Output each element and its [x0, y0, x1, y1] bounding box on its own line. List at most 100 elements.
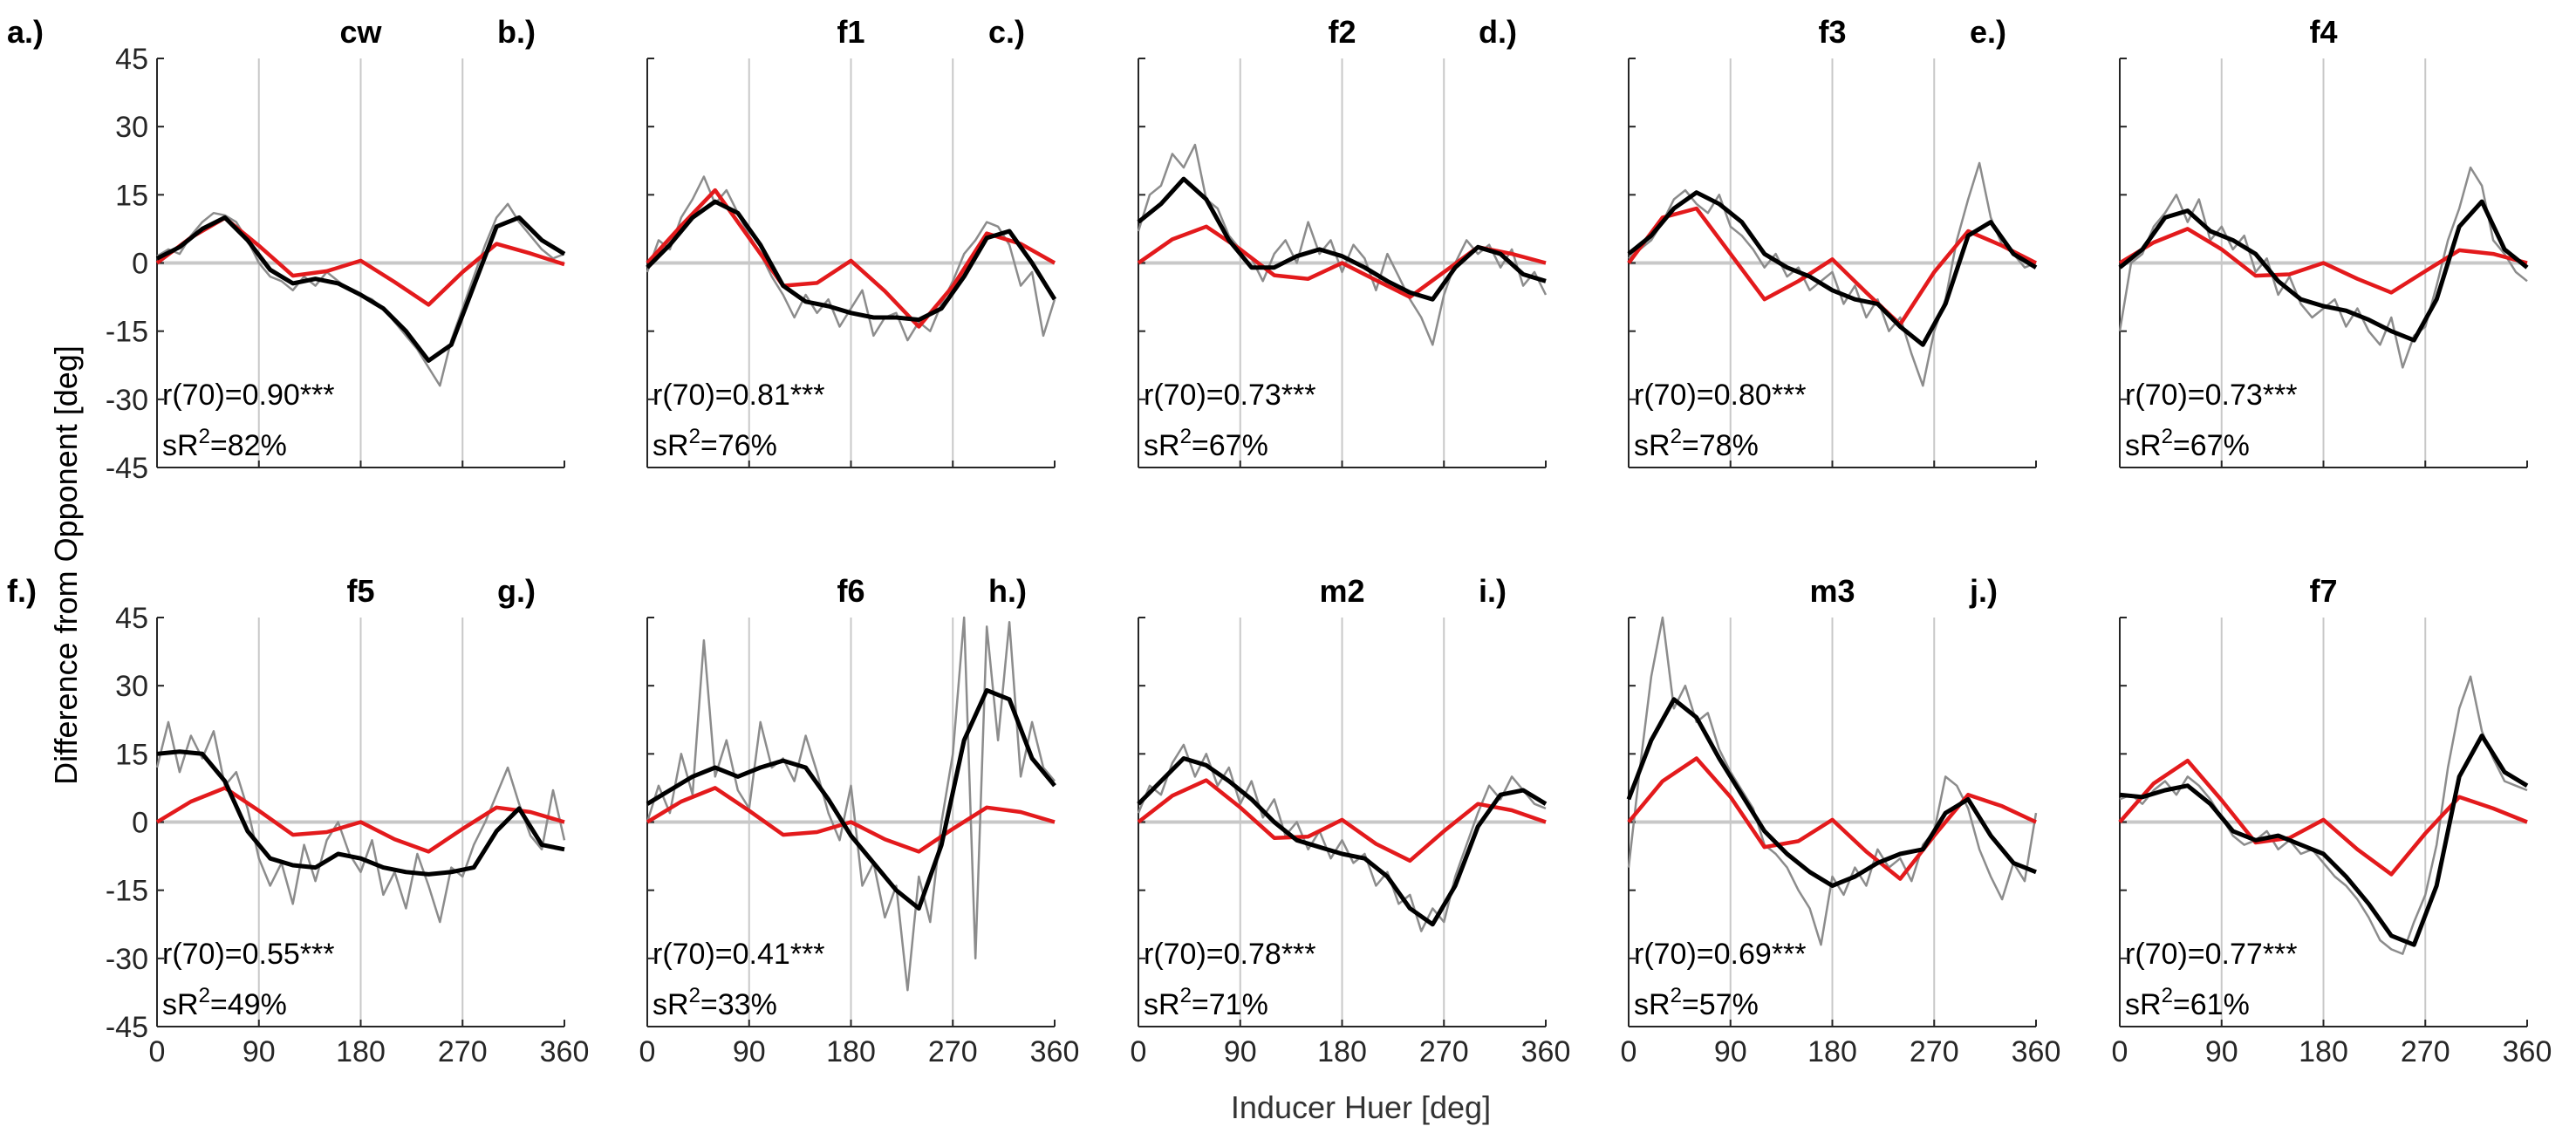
y-tick-label: -45	[106, 1011, 148, 1044]
y-tick-label: -45	[106, 452, 148, 485]
series-raw-line	[646, 616, 1056, 992]
series-raw-line	[1628, 161, 2037, 387]
series-model-line	[2118, 227, 2528, 295]
r-annotation: r(70)=0.90***	[162, 379, 335, 412]
y-tick-label: 15	[115, 179, 148, 212]
y-tick-label: -15	[106, 316, 148, 349]
x-tick-label: 0	[639, 1035, 656, 1068]
panel-f7: 0 90 180 270 360 f7 j.) r(70)=0.77*** sR2=61%	[1969, 573, 2552, 1068]
x-tick-label: 90	[243, 1035, 276, 1068]
series-model-line	[155, 786, 565, 854]
series-smooth-line	[1137, 176, 1547, 302]
series-model-line	[646, 786, 1056, 854]
series-smooth-line	[155, 215, 566, 363]
panel-title: f3	[1818, 14, 1846, 50]
x-tick-label: 360	[1521, 1035, 1571, 1068]
x-tick-label: 270	[1419, 1035, 1469, 1068]
y-tick-label: 15	[115, 738, 148, 771]
series-model-line	[1627, 206, 2038, 327]
x-tick-label: 180	[1807, 1035, 1857, 1068]
sr2-annotation: sR2=82%	[162, 425, 287, 462]
x-tick-label: 180	[336, 1035, 386, 1068]
panel-title: f6	[837, 573, 864, 609]
y-tick-label: 30	[115, 670, 148, 703]
r-annotation: r(70)=0.73***	[1144, 379, 1316, 412]
panel-label: f.)	[7, 573, 37, 609]
series-smooth-line	[1137, 756, 1548, 927]
series-model-line	[646, 188, 1056, 329]
y-tick-label: -15	[106, 875, 148, 908]
sr2-annotation: sR2=71%	[1144, 984, 1268, 1021]
x-tick-label: 180	[826, 1035, 876, 1068]
series-raw-line	[1627, 616, 2038, 946]
panel-f1: f1 b.) r(70)=0.81*** sR2=76%	[497, 14, 1057, 468]
panel-m2: 0 90 180 270 360 m2 h.) r(70)=0.78*** sR2=71%	[988, 573, 1570, 1068]
panel-title: f4	[2309, 14, 2337, 50]
panel-title: m2	[1319, 573, 1364, 609]
x-tick-label: 270	[2401, 1035, 2450, 1068]
panel-label: i.)	[1479, 573, 1507, 609]
x-tick-label: 360	[1030, 1035, 1080, 1068]
x-tick-label: 0	[1621, 1035, 1637, 1068]
panel-title: f7	[2309, 573, 2337, 609]
r-annotation: r(70)=0.69***	[1634, 938, 1807, 971]
panel-label: h.)	[988, 573, 1027, 609]
figure-ylabel: Difference from Opponent [deg]	[48, 345, 84, 785]
sr2-annotation: sR2=76%	[653, 425, 777, 462]
r-annotation: r(70)=0.41***	[653, 938, 825, 971]
panel-m3: 0 90 180 270 360 m3 i.) r(70)=0.69*** sR2=57%	[1479, 573, 2060, 1068]
panel-label: j.)	[1969, 573, 1998, 609]
panel-f5: -45 -30 -15 0 15 30 45 0 90 180 270 360 f5 f.) r(70)=0…	[7, 573, 589, 1068]
series-smooth-line	[2118, 199, 2529, 343]
x-tick-label: 180	[2299, 1035, 2348, 1068]
sr2-annotation: sR2=57%	[1634, 984, 1759, 1021]
y-tick-label: 0	[132, 807, 148, 840]
x-tick-label: 270	[928, 1035, 978, 1068]
y-tick-label: 45	[115, 43, 148, 76]
series-smooth-line	[1626, 697, 2037, 888]
series-smooth-line	[156, 749, 565, 877]
x-tick-label: 90	[1224, 1035, 1257, 1068]
panel-label: g.)	[497, 573, 536, 609]
x-tick-label: 90	[1714, 1035, 1747, 1068]
x-tick-label: 270	[438, 1035, 488, 1068]
panel-label: a.)	[7, 14, 44, 50]
series-model-line	[1137, 778, 1547, 863]
panels: -45 -30 -15 0 15 30 45 cw a.) r(70)=0.90*** sR2=82…	[7, 14, 2552, 1068]
y-tick-label: 45	[115, 602, 148, 635]
y-tick-label: -30	[106, 943, 148, 976]
x-tick-label: 360	[540, 1035, 590, 1068]
series-smooth-line	[2119, 734, 2529, 947]
series-model-line	[1627, 756, 2037, 881]
x-tick-label: 360	[2012, 1035, 2061, 1068]
panel-title: cw	[339, 14, 382, 50]
series-smooth-line	[646, 199, 1057, 323]
sr2-annotation: sR2=78%	[1634, 425, 1759, 462]
panel-cw: -45 -30 -15 0 15 30 45 cw a.) r(70)=0.90*** sR2=82…	[7, 14, 566, 485]
panel-title: f5	[346, 573, 374, 609]
r-annotation: r(70)=0.81***	[653, 379, 825, 412]
y-tick-label: -30	[106, 384, 148, 417]
r-annotation: r(70)=0.80***	[1634, 379, 1807, 412]
y-tick-label: 30	[115, 111, 148, 144]
x-tick-label: 90	[733, 1035, 766, 1068]
r-annotation: r(70)=0.73***	[2125, 379, 2298, 412]
panel-f6: 0 90 180 270 360 f6 g.) r(70)=0.41*** sR2=33%	[497, 573, 1079, 1068]
series-raw-line	[2119, 675, 2528, 955]
panel-f2: f2 c.) r(70)=0.73*** sR2=67%	[988, 14, 1548, 468]
panel-title: f2	[1328, 14, 1356, 50]
x-tick-label: 90	[2205, 1035, 2238, 1068]
panel-title: m3	[1809, 573, 1855, 609]
panel-label: e.)	[1970, 14, 2006, 50]
r-annotation: r(70)=0.77***	[2125, 938, 2298, 971]
panel-f4: f4 e.) r(70)=0.73*** sR2=67%	[1970, 14, 2529, 468]
x-tick-label: 180	[1317, 1035, 1367, 1068]
x-tick-label: 270	[1910, 1035, 1959, 1068]
r-annotation: r(70)=0.55***	[162, 938, 335, 971]
y-tick-label: 0	[132, 248, 148, 281]
sr2-annotation: sR2=49%	[162, 984, 287, 1021]
series-model-line	[2118, 758, 2528, 877]
x-tick-label: 0	[2112, 1035, 2128, 1068]
panel-label: d.)	[1479, 14, 1517, 50]
